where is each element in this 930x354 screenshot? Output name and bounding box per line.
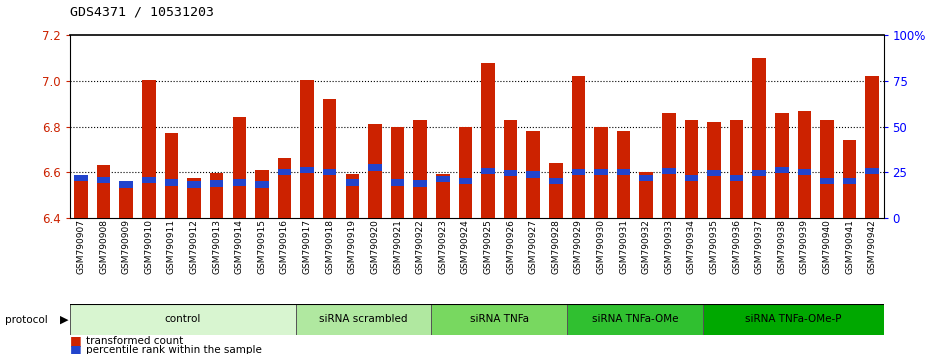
Bar [481, 63, 495, 218]
Bar [639, 175, 653, 181]
Bar [567, 304, 703, 335]
Text: protocol: protocol [5, 315, 47, 325]
Bar [866, 76, 879, 218]
Text: siRNA TNFa-OMe-P: siRNA TNFa-OMe-P [745, 314, 842, 325]
Bar [323, 169, 337, 175]
Bar [707, 122, 721, 218]
Bar [504, 120, 517, 218]
Bar [255, 182, 269, 188]
Bar [798, 110, 811, 218]
Bar [346, 175, 359, 218]
Bar [296, 304, 432, 335]
Bar [232, 118, 246, 218]
Bar [432, 304, 567, 335]
Bar [549, 163, 563, 218]
Text: transformed count: transformed count [86, 336, 184, 346]
Bar [210, 180, 223, 187]
Bar [74, 175, 87, 181]
Bar [165, 133, 179, 218]
Bar [594, 127, 607, 218]
Bar [187, 182, 201, 188]
Text: GDS4371 / 10531203: GDS4371 / 10531203 [70, 5, 214, 18]
Bar [210, 173, 223, 218]
Bar [413, 180, 427, 187]
Bar [346, 179, 359, 185]
Bar [187, 178, 201, 218]
Bar [436, 176, 449, 182]
Bar [458, 178, 472, 184]
Text: ■: ■ [70, 334, 82, 347]
Bar [820, 178, 834, 184]
Bar [436, 175, 449, 218]
Bar [662, 113, 675, 218]
Bar [662, 168, 675, 174]
Bar [97, 177, 111, 183]
Bar [703, 304, 884, 335]
Bar [74, 176, 87, 218]
Text: ▶: ▶ [60, 315, 68, 325]
Text: control: control [165, 314, 201, 325]
Bar [165, 179, 179, 185]
Bar [368, 124, 381, 218]
Bar [730, 175, 743, 181]
Bar [639, 172, 653, 218]
Bar [798, 169, 811, 175]
Bar [572, 76, 585, 218]
Bar [752, 58, 766, 218]
Bar [119, 182, 133, 188]
Bar [684, 120, 698, 218]
Bar [119, 182, 133, 218]
Bar [481, 168, 495, 174]
Bar [775, 113, 789, 218]
Bar [70, 304, 296, 335]
Bar [278, 159, 291, 218]
Bar [526, 171, 540, 178]
Bar [300, 167, 313, 173]
Bar [843, 140, 857, 218]
Bar [391, 127, 405, 218]
Bar [526, 131, 540, 218]
Bar [684, 175, 698, 181]
Bar [617, 169, 631, 175]
Bar [730, 120, 743, 218]
Bar [323, 99, 337, 218]
Text: percentile rank within the sample: percentile rank within the sample [86, 345, 262, 354]
Bar [820, 120, 834, 218]
Bar [866, 168, 879, 174]
Bar [549, 178, 563, 184]
Bar [504, 170, 517, 176]
Text: siRNA TNFa-OMe: siRNA TNFa-OMe [591, 314, 678, 325]
Bar [278, 169, 291, 175]
Bar [413, 120, 427, 218]
Bar [232, 179, 246, 185]
Bar [752, 170, 766, 176]
Text: ■: ■ [70, 343, 82, 354]
Bar [142, 177, 155, 183]
Bar [843, 178, 857, 184]
Text: siRNA scrambled: siRNA scrambled [319, 314, 408, 325]
Bar [617, 131, 631, 218]
Text: siRNA TNFa: siRNA TNFa [470, 314, 529, 325]
Bar [572, 169, 585, 175]
Bar [142, 80, 155, 218]
Bar [594, 169, 607, 175]
Bar [300, 80, 313, 218]
Bar [458, 127, 472, 218]
Bar [368, 164, 381, 171]
Bar [391, 179, 405, 185]
Bar [707, 170, 721, 176]
Bar [97, 165, 111, 218]
Bar [775, 167, 789, 173]
Bar [255, 170, 269, 218]
